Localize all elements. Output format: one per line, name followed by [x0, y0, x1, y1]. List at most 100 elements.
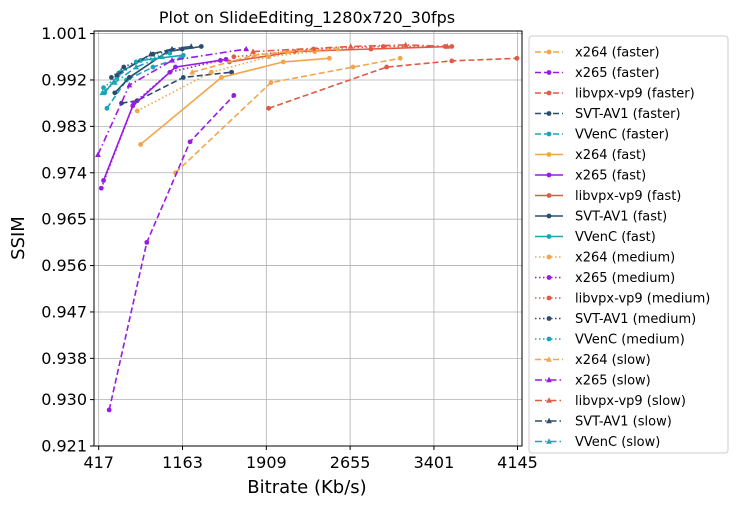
x-tick-label: 1163 [162, 453, 203, 472]
legend-item: SVT-AV1 (medium) [535, 312, 696, 327]
series-line [174, 57, 401, 174]
data-point [546, 356, 552, 362]
data-point [347, 43, 354, 49]
data-point [546, 417, 552, 424]
series-x265-faster [106, 93, 237, 413]
legend-item: x265 (slow) [535, 374, 651, 389]
legend-label: VVenC (faster) [575, 128, 669, 143]
legend-item: SVT-AV1 (faster) [535, 107, 681, 122]
data-point [546, 193, 552, 198]
legend-label: SVT-AV1 (fast) [575, 210, 667, 225]
legend-label: x265 (slow) [575, 374, 651, 389]
series-line [229, 45, 452, 63]
data-point [449, 58, 455, 64]
data-point [546, 152, 552, 157]
data-point [546, 234, 552, 239]
y-tick-label: 0.947 [41, 302, 87, 321]
plot-frame [93, 30, 523, 447]
legend-label: libvpx-vp9 (faster) [575, 87, 695, 102]
series-line [121, 71, 232, 104]
series-x264-fast [138, 55, 332, 147]
data-point [546, 172, 552, 178]
legend-label: libvpx-vp9 (slow) [575, 394, 686, 409]
data-point [106, 407, 112, 413]
data-point [167, 69, 173, 75]
legend-item: x265 (medium) [535, 271, 675, 286]
series-line [116, 45, 192, 76]
legend-label: libvpx-vp9 (fast) [575, 189, 681, 204]
chart-title: Plot on SlideEditing_1280x720_30fps [159, 8, 455, 28]
data-point [231, 93, 237, 98]
legend-label: SVT-AV1 (slow) [575, 415, 672, 430]
data-point [98, 185, 104, 191]
legend-label: x265 (medium) [575, 271, 675, 286]
x-tick-label: 2655 [330, 453, 371, 472]
x-tick-label: 417 [83, 453, 114, 472]
data-point [449, 44, 455, 49]
legend-label: VVenC (fast) [575, 230, 656, 245]
legend-item: x265 (faster) [535, 66, 660, 81]
legend-label: x264 (fast) [575, 148, 646, 163]
legend-label: x264 (slow) [575, 353, 651, 368]
data-point [546, 316, 552, 321]
grid [94, 31, 522, 447]
data-point [546, 70, 552, 75]
legend-label: libvpx-vp9 (medium) [575, 292, 710, 307]
y-tick-label: 1.001 [41, 24, 87, 43]
data-point [169, 57, 175, 63]
series-x265-slow [95, 45, 250, 157]
data-point [546, 213, 552, 219]
legend-item: x265 (fast) [535, 169, 646, 184]
series-line [100, 59, 221, 189]
series-line [106, 56, 183, 109]
series-line [108, 94, 235, 411]
data-point [397, 55, 403, 61]
data-point [546, 90, 552, 96]
data-point [350, 64, 356, 70]
x-axis-label: Bitrate (Kb/s) [247, 477, 366, 498]
data-point [368, 46, 374, 52]
legend-item: VVenC (slow) [535, 435, 660, 450]
data-point [326, 55, 332, 61]
legend-box [528, 35, 729, 454]
data-point [268, 80, 274, 85]
series-line [192, 48, 339, 73]
series-libvpx-vp9-slow [250, 41, 451, 54]
data-point [229, 69, 235, 75]
y-axis-label: SSIM [8, 216, 29, 260]
legend-item: libvpx-vp9 (slow) [535, 394, 686, 409]
data-point [250, 48, 256, 54]
series-line [268, 57, 517, 110]
data-point [109, 74, 114, 80]
legend-label: x265 (faster) [575, 66, 660, 81]
data-point [231, 54, 237, 60]
data-point [119, 100, 124, 106]
series-svt-av1-faster [119, 69, 235, 106]
series-vvenc-slow [99, 53, 165, 96]
axis-ticks: 417 1163 1909 2655 3401 4145 0.921 0.930 0.938 0.… [41, 24, 538, 472]
data-point [121, 64, 127, 70]
data-point [126, 74, 132, 80]
data-point [546, 336, 552, 342]
series-line [136, 50, 315, 112]
data-point [444, 43, 451, 49]
data-point [134, 108, 140, 114]
data-point [402, 41, 409, 48]
series-x264-medium [134, 49, 318, 114]
x-tick-label: 4145 [497, 453, 538, 472]
legend-item: x264 (fast) [535, 148, 646, 163]
data-point [546, 397, 552, 403]
legend-label: VVenC (slow) [575, 435, 660, 450]
series-line [140, 57, 330, 146]
data-point [546, 111, 552, 116]
data-point [111, 79, 118, 85]
y-tick-label: 0.983 [41, 117, 87, 136]
data-point [280, 59, 286, 65]
legend-item: x264 (faster) [535, 46, 660, 61]
data-point [546, 376, 552, 383]
legend-item: x264 (medium) [535, 251, 675, 266]
legend-label: x264 (medium) [575, 251, 675, 266]
data-point [243, 45, 250, 52]
data-point [546, 438, 552, 444]
legend-label: SVT-AV1 (faster) [575, 107, 681, 122]
